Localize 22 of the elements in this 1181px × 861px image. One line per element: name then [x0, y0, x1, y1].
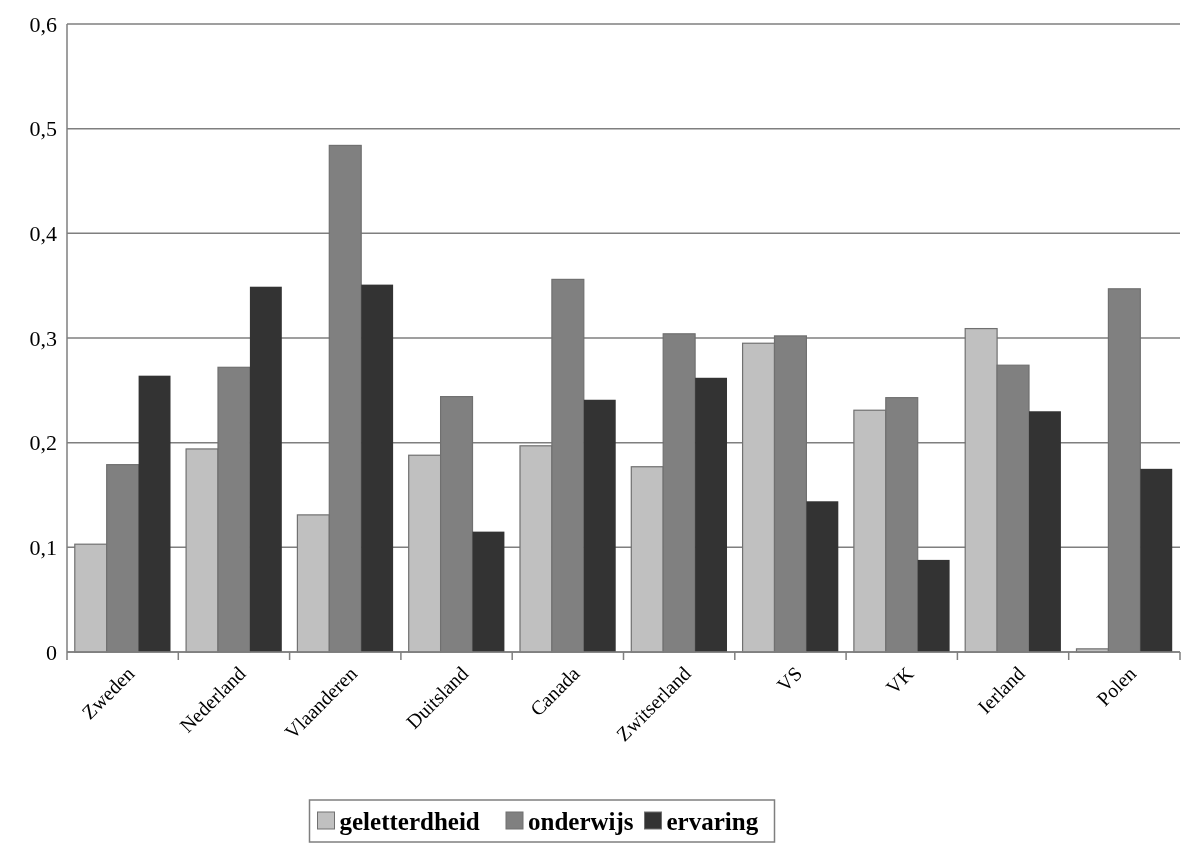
- legend-label: ervaring: [666, 807, 759, 835]
- y-tick-label: 0: [46, 639, 57, 665]
- bar: [695, 377, 728, 652]
- x-tick-label: VK: [881, 661, 918, 699]
- legend-label: geletterdheid: [339, 807, 480, 835]
- y-tick-label: 0,1: [29, 535, 57, 561]
- bar: [917, 559, 950, 652]
- y-tick-label: 0,3: [29, 325, 57, 351]
- y-tick-label: 0,5: [29, 116, 57, 142]
- bar: [249, 286, 282, 652]
- legend-label: onderwijs: [528, 807, 634, 835]
- bar: [138, 375, 171, 652]
- bar: [472, 531, 505, 652]
- bar: [806, 501, 839, 652]
- y-tick-label: 0,6: [29, 11, 57, 37]
- bar: [1140, 468, 1173, 652]
- x-tick-label: VS: [772, 662, 807, 696]
- bar: [361, 284, 394, 652]
- bar: [1029, 411, 1061, 652]
- y-tick-label: 0,2: [29, 430, 57, 456]
- y-tick-label: 0,4: [29, 221, 57, 247]
- bar: [583, 399, 616, 652]
